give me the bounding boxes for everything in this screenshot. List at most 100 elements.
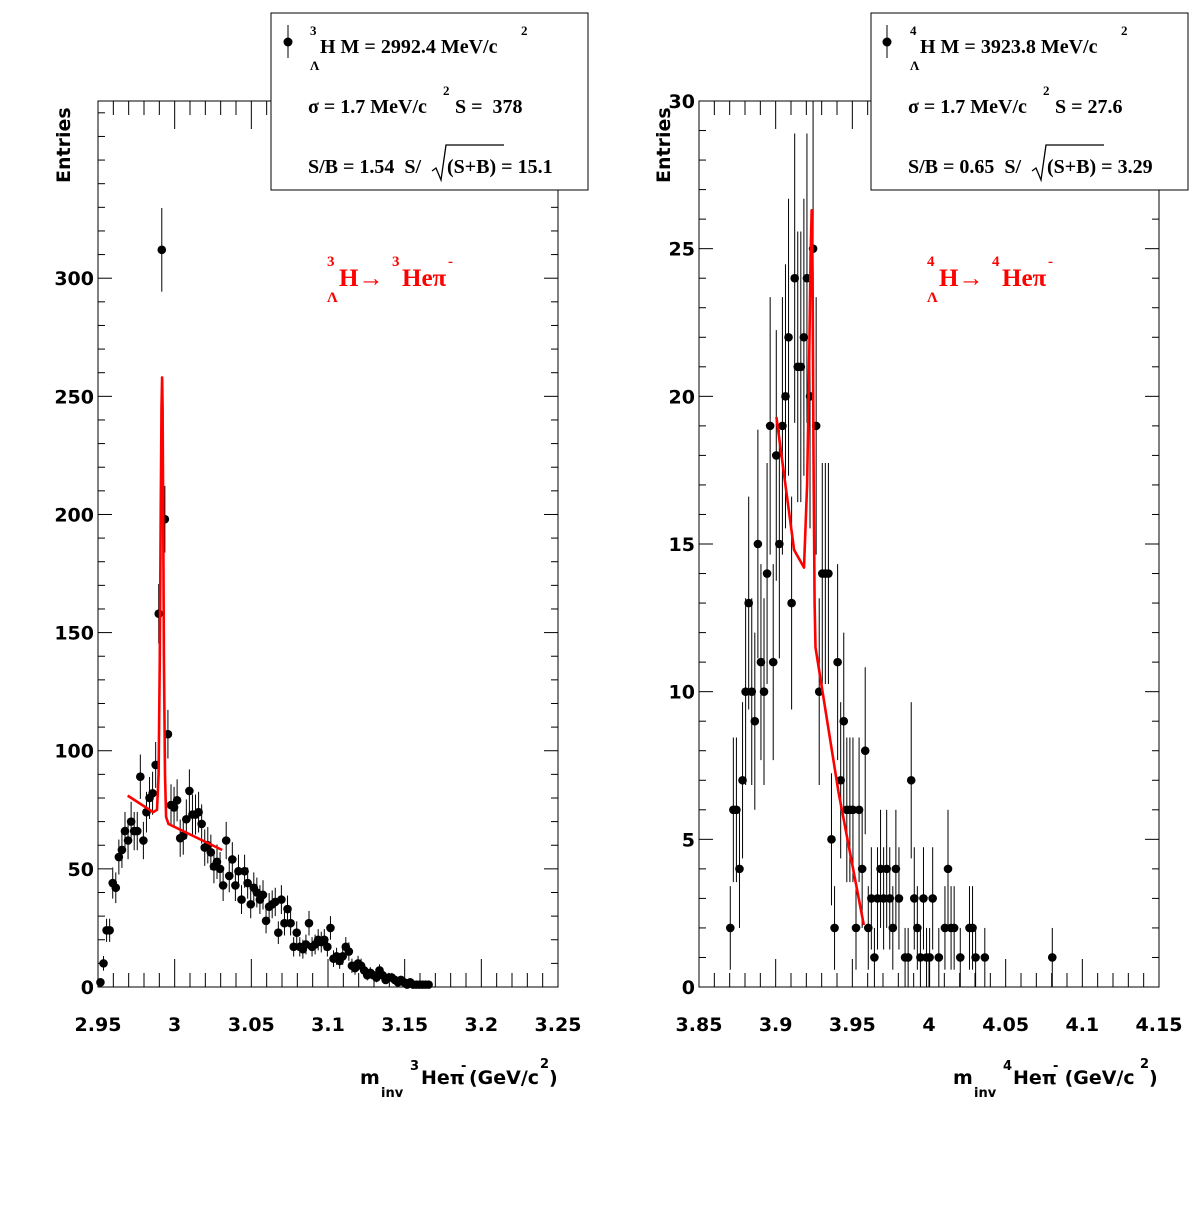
ann-product-mass-number: 3 [392,254,400,270]
data-marker [132,826,142,836]
x-title-particles: Heπ [421,1067,465,1089]
data-point [344,942,354,961]
fit-line [126,376,223,852]
stats-signal: S = 27.6 [1050,96,1123,118]
data-marker [839,716,849,726]
data-marker [867,894,876,903]
data-point [185,769,194,813]
data-point [799,198,809,476]
data-point [261,908,271,934]
data-point [197,804,206,844]
data-marker [854,805,864,815]
data-point [827,773,836,906]
data-marker [292,928,302,937]
data-point [292,921,302,944]
stats-mass-number: 4 [910,23,917,38]
data-point [919,847,928,950]
y-tick-label: 300 [54,268,94,290]
data-point [111,872,121,904]
data-point [909,847,919,950]
data-marker [848,805,858,815]
data-point [132,811,142,851]
data-marker [971,953,980,962]
right-x-axis-title: m inv 4 Heπ - (GeV/c 2 ) [953,1057,1158,1101]
data-point [139,821,148,860]
x-title-m: m [953,1067,973,1089]
data-point [916,927,925,987]
data-point [96,977,105,987]
right-stats-frame [870,12,1189,191]
x-tick-label: 3 [168,1014,181,1036]
x-tick-label: 4.05 [982,1014,1029,1036]
stats-sigma: σ = 1.7 MeV/c [308,96,427,118]
right-fit-curve [775,209,866,926]
right-panel: 3.85 3.9 3.95 4 4.05 4.1 4.15 0 5 10 15 20 25 30 Ent… [653,12,1189,1101]
data-point [768,564,778,761]
data-marker [172,796,182,805]
data-marker [928,894,937,903]
data-point [136,754,145,799]
stats-sigma: σ = 1.7 MeV/c [908,96,1027,118]
x-title-paren: ) [1149,1067,1158,1089]
x-tick-label: 3.95 [829,1014,876,1036]
data-point [824,463,833,685]
x-tick-label: 3.25 [535,1014,582,1036]
data-marker [980,953,990,962]
legend-marker [882,37,892,47]
data-marker [857,864,867,874]
data-point [172,779,182,822]
data-marker [157,245,167,255]
stats-sigma-unit-power: 2 [1043,83,1050,98]
data-marker [768,657,778,667]
ann-mass-number: 3 [327,254,335,270]
stats-sqrt-sign [1031,144,1104,183]
y-tick-label: 30 [669,91,695,113]
data-point [114,839,124,875]
data-marker [873,894,882,903]
stats-sb-ratio: S/B = 0.65 S/ [908,156,1022,178]
data-point [955,927,965,987]
data-point [215,852,225,886]
data-marker [894,894,904,903]
data-marker [286,918,295,928]
data-marker [344,947,354,956]
data-marker [323,942,332,952]
data-point [243,867,252,899]
data-marker [338,951,348,961]
data-point [943,809,953,928]
data-point [221,821,231,860]
data-point [224,859,234,893]
left-panel: 2.95 3 3.05 3.1 3.15 3.2 3.25 0 50 100 150 200 250 3… [53,12,589,1101]
data-point [304,910,314,936]
data-point [906,702,916,859]
data-marker [744,598,753,608]
data-marker [117,845,127,855]
y-tick-label: 0 [682,977,695,999]
left-x-axis-title: m inv 3 Heπ - (GeV/c 2 ) [360,1057,558,1101]
left-data-points [96,208,433,989]
data-point [784,198,793,476]
x-title-charge: - [461,1059,466,1074]
data-marker [274,928,283,937]
y-tick-label: 200 [54,504,94,526]
data-marker [943,864,953,874]
data-point [735,809,744,928]
data-marker [105,925,114,935]
x-tick-label: 4 [922,1014,935,1036]
x-title-charge: - [1053,1059,1058,1074]
data-point [833,564,842,761]
data-marker [139,836,148,845]
stats-mass: H M = 3923.8 MeV/c [920,36,1098,58]
x-tick-label: 2.95 [75,1014,122,1036]
data-marker [771,451,781,460]
left-x-tick-labels: 2.95 3 3.05 3.1 3.15 3.2 3.25 [75,1014,582,1036]
right-data-points [725,101,1057,987]
data-point [891,809,901,928]
x-title-units-power: 2 [540,1057,549,1072]
data-marker [169,803,179,812]
data-marker [320,935,329,945]
data-marker [725,923,735,933]
data-marker [909,894,919,903]
data-point [778,297,787,555]
x-title-mass-number: 3 [410,1059,419,1074]
